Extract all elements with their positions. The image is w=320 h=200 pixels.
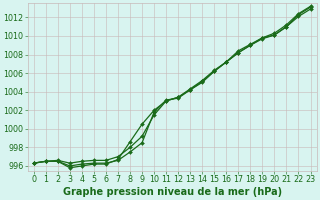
- X-axis label: Graphe pression niveau de la mer (hPa): Graphe pression niveau de la mer (hPa): [63, 187, 282, 197]
